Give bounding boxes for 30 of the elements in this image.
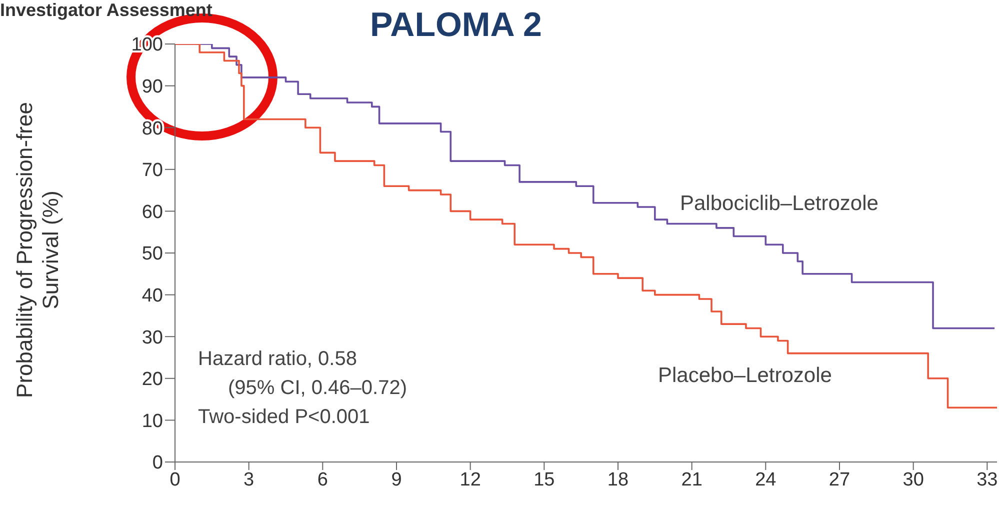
annotation: Two-sided P<0.001 xyxy=(198,405,371,430)
y-tick-label: 80 xyxy=(142,118,163,140)
x-tick-label: 12 xyxy=(460,469,481,490)
x-tick-label: 9 xyxy=(391,469,402,490)
series-label: Palbociclib–Letrozole xyxy=(680,192,878,216)
y-axis-title: Probability of Progression-free Survival (%) xyxy=(12,101,64,400)
x-tick-label: 3 xyxy=(244,469,254,490)
y-tick-label: 0 xyxy=(152,452,163,474)
y-tick-label: 90 xyxy=(142,76,163,98)
x-tick-label: 18 xyxy=(607,469,629,490)
chart-title: PALOMA 2 xyxy=(370,6,542,45)
annotation: (95% CI, 0.46–0.72) xyxy=(227,376,407,401)
x-tick-label: 30 xyxy=(902,469,924,490)
series-label: Placebo–Letrozole xyxy=(658,364,832,388)
y-tick-label: 20 xyxy=(142,369,163,390)
y-tick-label: 60 xyxy=(142,202,163,223)
x-tick-label: 0 xyxy=(170,469,180,490)
annotation: Hazard ratio, 0.58 xyxy=(198,347,358,372)
x-tick-label: 6 xyxy=(317,469,328,490)
y-tick-label: 70 xyxy=(142,160,163,182)
x-tick-label: 33 xyxy=(976,469,998,490)
y-tick-label: 30 xyxy=(142,327,163,348)
y-tick-label: 50 xyxy=(142,244,163,265)
x-tick-label: 15 xyxy=(534,469,555,490)
x-tick-label: 24 xyxy=(755,469,777,490)
y-tick-label: 10 xyxy=(142,410,163,432)
x-tick-label: 21 xyxy=(681,469,702,490)
x-tick-label: 27 xyxy=(828,469,850,490)
text: Investigator Assessment xyxy=(0,0,212,21)
y-tick-label: 40 xyxy=(142,286,163,307)
